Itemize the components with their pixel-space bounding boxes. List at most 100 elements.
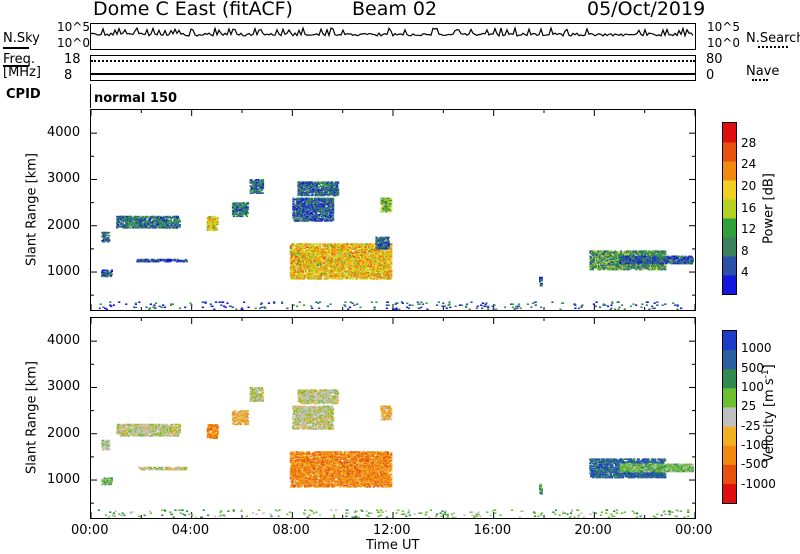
range-gate-cell xyxy=(350,260,353,263)
range-gate-cell xyxy=(327,187,330,190)
range-gate-cell xyxy=(374,257,377,260)
range-gate-cell xyxy=(318,220,321,222)
range-gate-cell xyxy=(257,180,260,182)
range-gate-cell xyxy=(206,219,209,221)
range-gate-cell xyxy=(354,272,357,275)
range-gate-cell xyxy=(311,252,314,255)
range-gate-cell xyxy=(370,275,373,278)
range-gate-cell xyxy=(356,274,359,277)
range-gate-cell xyxy=(539,283,542,286)
range-gate-cell xyxy=(298,187,301,190)
range-gate-cell xyxy=(594,264,597,267)
range-gate-cell xyxy=(312,207,315,210)
range-gate-cell xyxy=(369,255,372,258)
range-gate-cell xyxy=(390,252,393,255)
range-gate-cell xyxy=(255,190,258,192)
range-gate-cell xyxy=(606,251,609,253)
range-gate-cell xyxy=(167,219,170,222)
range-gate-cell xyxy=(259,180,262,182)
range-gate-cell xyxy=(330,191,333,194)
range-gate-cell xyxy=(351,252,354,255)
range-gate-cell xyxy=(335,251,338,254)
range-gate-cell xyxy=(303,257,306,260)
scatter-cluster xyxy=(375,236,390,250)
range-gate-cell xyxy=(381,255,384,258)
range-gate-cell xyxy=(291,246,294,248)
range-gate-cell xyxy=(101,271,105,274)
range-gate-cell xyxy=(332,270,335,273)
range-gate-cell xyxy=(301,244,304,246)
range-gate-cell xyxy=(325,209,328,212)
range-gate-cell xyxy=(618,267,621,270)
range-gate-cell xyxy=(308,181,311,183)
range-gate-cell xyxy=(313,268,316,271)
range-gate-cell xyxy=(258,183,261,185)
range-gate-cell xyxy=(208,224,211,226)
range-gate-cell xyxy=(258,188,261,190)
range-gate-cell xyxy=(316,214,319,216)
range-gate-cell xyxy=(369,266,372,269)
range-gate-cell xyxy=(325,201,328,204)
range-gate-cell xyxy=(163,219,166,222)
range-gate-cell xyxy=(367,243,370,245)
range-gate-cell xyxy=(329,187,332,190)
range-gate-cell xyxy=(381,202,384,205)
range-gate-cell xyxy=(366,254,369,257)
range-gate-cell xyxy=(295,197,299,200)
range-gate-cell xyxy=(314,209,317,212)
range-gate-cell xyxy=(342,272,345,275)
range-gate-cell xyxy=(302,217,305,219)
range-gate-cell xyxy=(239,208,243,210)
range-gate-cell xyxy=(303,254,306,257)
range-gate-cell xyxy=(293,265,296,268)
range-gate-cell xyxy=(295,219,299,221)
range-gate-cell xyxy=(357,263,360,266)
range-gate-cell xyxy=(381,206,384,209)
range-gate-cell xyxy=(622,267,625,270)
range-gate-cell xyxy=(300,243,303,245)
range-gate-cell xyxy=(312,254,315,257)
range-gate-cell xyxy=(386,271,389,274)
range-gate-cell xyxy=(338,268,341,271)
range-gate-cell xyxy=(387,252,390,255)
range-gate-cell xyxy=(317,208,320,211)
range-gate-cell xyxy=(306,209,309,212)
range-gate-cell xyxy=(609,252,612,254)
range-gate-cell xyxy=(236,202,239,204)
range-gate-cell xyxy=(388,257,391,260)
range-gate-cell xyxy=(316,220,319,222)
range-gate-cell xyxy=(293,275,296,278)
range-gate-cell xyxy=(631,251,634,253)
range-gate-cell xyxy=(340,262,343,265)
range-gate-cell xyxy=(338,249,341,251)
range-gate-cell xyxy=(306,202,309,205)
range-gate-cell xyxy=(338,251,341,254)
range-gate-cell xyxy=(116,225,119,227)
range-gate-cell xyxy=(163,224,166,226)
range-gate-cell xyxy=(611,262,614,265)
range-gate-cell xyxy=(614,260,617,263)
range-gate-cell xyxy=(326,183,329,185)
range-gate-cell xyxy=(303,268,306,271)
range-gate-cell xyxy=(293,271,296,274)
range-gate-cell xyxy=(378,249,381,251)
range-gate-cell xyxy=(601,265,604,268)
range-gate-cell xyxy=(301,190,304,193)
range-gate-cell xyxy=(289,246,292,248)
range-gate-cell xyxy=(130,220,133,223)
range-gate-cell xyxy=(362,253,366,256)
range-gate-cell xyxy=(377,254,381,257)
range-gate-cell xyxy=(317,217,320,219)
range-gate-cell xyxy=(318,245,321,247)
range-gate-cell xyxy=(335,278,338,280)
range-gate-cell xyxy=(168,258,171,261)
range-gate-cell xyxy=(311,274,314,277)
range-gate-cell xyxy=(294,266,297,269)
range-gate-cell xyxy=(322,269,325,272)
range-gate-cell xyxy=(136,219,139,222)
range-gate-cell xyxy=(619,257,622,260)
range-gate-cell xyxy=(370,267,374,270)
range-gate-cell xyxy=(299,244,302,246)
range-gate-cell xyxy=(257,190,260,192)
range-gate-cell xyxy=(299,205,302,208)
